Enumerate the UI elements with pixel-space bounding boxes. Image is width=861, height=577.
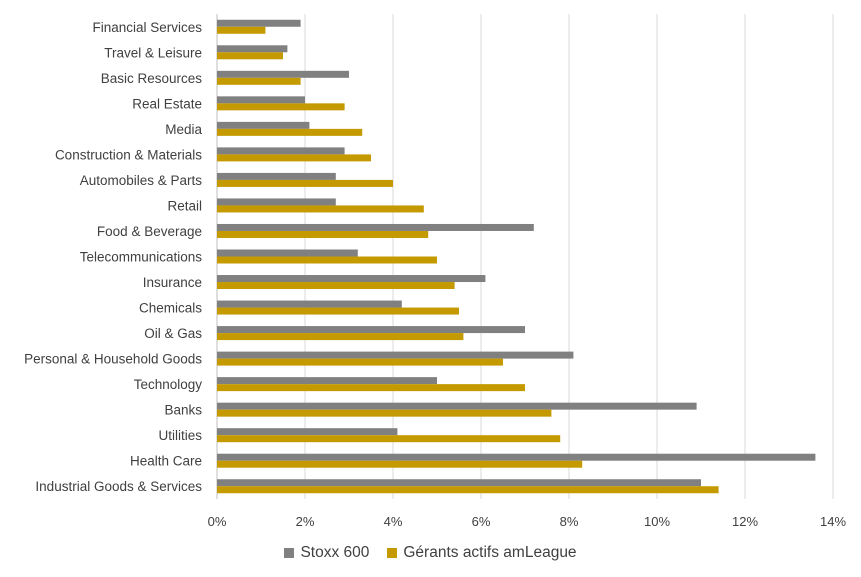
legend-label-amleague: Gérants actifs amLeague bbox=[403, 544, 577, 561]
category-label: Insurance bbox=[143, 275, 202, 290]
bar-stoxx-600 bbox=[217, 300, 402, 308]
x-tick-label: 0% bbox=[208, 514, 227, 529]
category-label: Health Care bbox=[130, 454, 202, 469]
x-tick-label: 6% bbox=[472, 514, 491, 529]
bar-amleague bbox=[217, 26, 266, 34]
x-tick-label: 10% bbox=[644, 514, 670, 529]
bar-amleague bbox=[217, 358, 503, 366]
x-tick-label: 4% bbox=[384, 514, 403, 529]
bar-stoxx-600 bbox=[217, 147, 345, 155]
bar-stoxx-600 bbox=[217, 223, 534, 231]
bar-amleague bbox=[217, 256, 437, 264]
bar-stoxx-600 bbox=[217, 172, 336, 180]
bar-amleague bbox=[217, 435, 561, 443]
bar-stoxx-600 bbox=[217, 198, 336, 206]
category-label: Retail bbox=[167, 198, 202, 213]
bar-stoxx-600 bbox=[217, 453, 816, 461]
category-labels: Financial Services Travel & Leisure Basic … bbox=[24, 20, 202, 494]
bar-amleague bbox=[217, 128, 363, 136]
bar-stoxx-600 bbox=[217, 377, 437, 385]
bar-amleague bbox=[217, 179, 393, 187]
x-axis-tick-labels: 0% 2% 4% 6% 8% 10% 12% 14% bbox=[208, 514, 847, 529]
category-label: Food & Beverage bbox=[97, 224, 202, 239]
category-label: Technology bbox=[134, 377, 203, 392]
legend-swatch-stoxx bbox=[284, 548, 295, 558]
legend-item-stoxx: Stoxx 600 bbox=[284, 544, 369, 562]
category-label: Construction & Materials bbox=[55, 147, 202, 162]
bar-stoxx-600 bbox=[217, 479, 701, 487]
bar-stoxx-600 bbox=[217, 326, 525, 334]
bar-amleague bbox=[217, 384, 525, 392]
category-label: Personal & Household Goods bbox=[24, 352, 202, 367]
bars bbox=[217, 19, 816, 494]
legend-swatch-amleague bbox=[387, 548, 398, 558]
category-label: Real Estate bbox=[132, 96, 202, 111]
category-label: Telecommunications bbox=[80, 250, 203, 265]
category-label: Chemicals bbox=[139, 301, 202, 316]
bar-amleague bbox=[217, 486, 719, 494]
bar-amleague bbox=[217, 52, 283, 60]
legend-label-stoxx: Stoxx 600 bbox=[300, 544, 370, 561]
category-label: Automobiles & Parts bbox=[80, 173, 203, 188]
category-label: Banks bbox=[164, 403, 202, 418]
bar-stoxx-600 bbox=[217, 96, 305, 104]
legend: Stoxx 600 Gérants actifs amLeague bbox=[0, 538, 861, 568]
bar-amleague bbox=[217, 409, 552, 417]
bar-amleague bbox=[217, 333, 464, 341]
category-label: Utilities bbox=[158, 428, 202, 443]
bar-stoxx-600 bbox=[217, 351, 574, 359]
x-tick-label: 8% bbox=[560, 514, 579, 529]
legend-item-amleague: Gérants actifs amLeague bbox=[387, 544, 577, 562]
bar-stoxx-600 bbox=[217, 428, 398, 436]
bar-stoxx-600 bbox=[217, 402, 697, 410]
bar-amleague bbox=[217, 77, 301, 85]
x-tick-label: 14% bbox=[820, 514, 846, 529]
category-label: Travel & Leisure bbox=[104, 45, 202, 60]
category-label: Oil & Gas bbox=[144, 326, 202, 341]
category-label: Industrial Goods & Services bbox=[35, 479, 202, 494]
bar-amleague bbox=[217, 282, 455, 290]
x-tick-label: 2% bbox=[296, 514, 315, 529]
bar-amleague bbox=[217, 230, 429, 238]
bar-amleague bbox=[217, 307, 459, 315]
category-label: Media bbox=[165, 122, 202, 137]
bar-stoxx-600 bbox=[217, 45, 288, 53]
bar-stoxx-600 bbox=[217, 70, 349, 78]
bar-stoxx-600 bbox=[217, 249, 358, 257]
category-label: Basic Resources bbox=[101, 71, 203, 86]
bar-amleague bbox=[217, 460, 583, 468]
bar-amleague bbox=[217, 154, 371, 162]
bar-amleague bbox=[217, 103, 345, 111]
bar-amleague bbox=[217, 205, 424, 213]
bar-stoxx-600 bbox=[217, 19, 301, 27]
bar-stoxx-600 bbox=[217, 121, 310, 129]
category-label: Financial Services bbox=[92, 20, 202, 35]
x-tick-label: 12% bbox=[732, 514, 758, 529]
bar-stoxx-600 bbox=[217, 275, 486, 283]
